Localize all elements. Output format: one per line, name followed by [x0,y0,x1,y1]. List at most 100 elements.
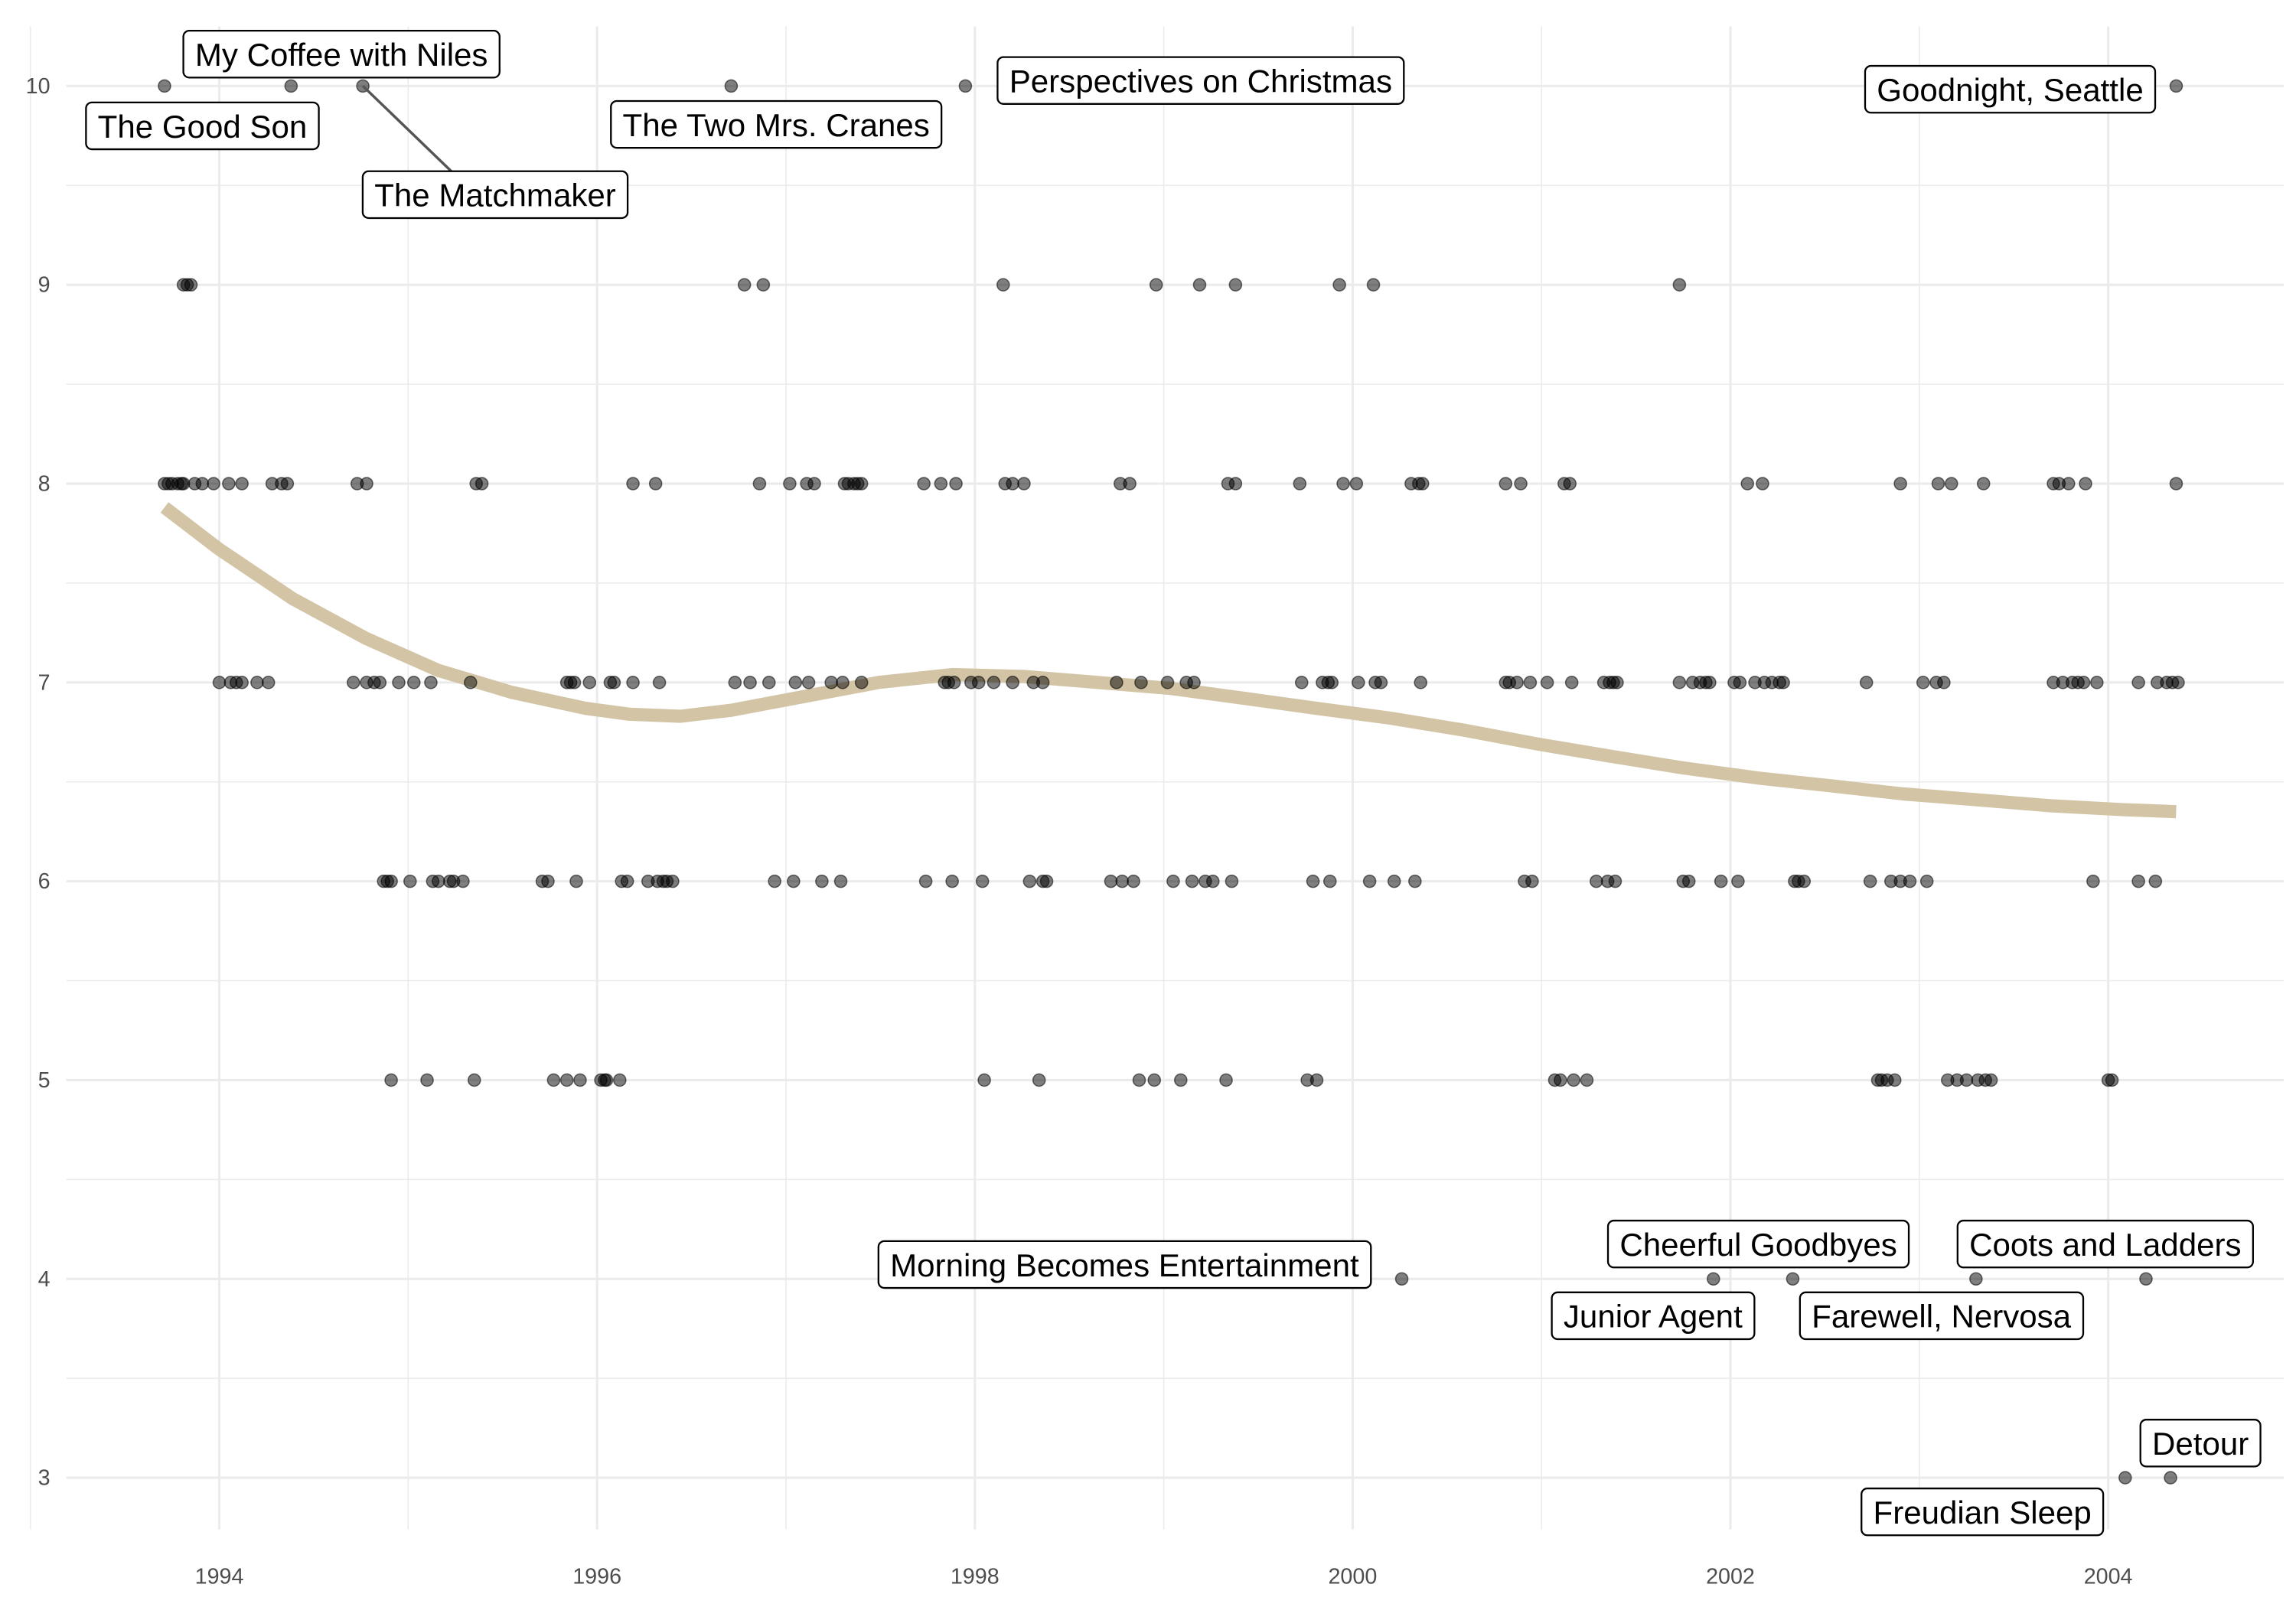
data-point [947,676,961,689]
data-point [1681,874,1696,888]
data-point [996,278,1010,292]
data-point [250,676,264,689]
data-point [626,676,640,689]
annotation-box [1606,1219,1910,1269]
annotation-label: The Good Son [98,109,308,145]
data-point [1185,874,1199,888]
data-point [463,676,478,689]
data-point [1132,1073,1146,1087]
data-point [1374,676,1388,689]
annotation-box [2139,1419,2262,1468]
data-point [1192,278,1207,292]
data-point [475,477,489,491]
data-point [1740,477,1755,491]
data-point [1567,1073,1580,1087]
data-point [1672,676,1687,689]
data-point [958,79,973,93]
data-point [1306,874,1320,888]
annotation-label: Coots and Ladders [1969,1227,2241,1263]
data-point [918,874,933,888]
data-point [1931,477,1945,491]
data-point [743,676,757,689]
data-point [2105,1073,2119,1087]
data-point [541,874,555,888]
data-point [1294,676,1309,689]
annotation-label: Junior Agent [1564,1299,1743,1335]
annotation-box [1956,1219,2254,1269]
data-point [1110,676,1124,689]
x-tick-label: 1994 [195,1564,244,1589]
data-point [1039,874,1054,888]
data-point [1919,874,1934,888]
data-point [1160,676,1175,689]
data-point [1499,477,1513,491]
data-point [2148,874,2163,888]
annotation-box [1799,1291,2085,1341]
data-point [2169,477,2183,491]
data-point [599,1073,614,1087]
data-point [854,676,869,689]
x-tick-label: 1998 [951,1564,1000,1589]
data-point [1166,874,1180,888]
data-point [280,477,295,491]
data-point [559,1073,574,1087]
annotation-box [85,101,320,151]
data-point [582,676,597,689]
data-point [420,1073,434,1087]
axes: 1994 1996 1998 2000 2002 2004 3 4 5 6 7 8 9 10 [26,74,2133,1589]
data-point [1589,874,1603,888]
data-point [403,874,417,888]
data-point [666,874,680,888]
data-point [1032,1073,1046,1087]
data-point [1017,477,1031,491]
annotation-label: The Two Mrs. Cranes [623,107,930,143]
data-point [1984,1073,1998,1087]
data-point [1147,1073,1162,1087]
data-point [1580,1073,1594,1087]
data-point [1351,676,1365,689]
data-point [1714,874,1728,888]
points-layer [158,79,2185,1485]
data-point [854,477,869,491]
data-point [1733,676,1747,689]
data-point [1414,676,1428,689]
data-point [1859,676,1874,689]
data-point [977,1073,991,1087]
data-point [1123,477,1137,491]
data-point [2164,1471,2177,1485]
data-point [1362,874,1377,888]
annotation-box [1864,64,2157,114]
data-point [1336,477,1350,491]
data-point [1703,676,1717,689]
data-point [756,278,771,292]
data-point [2090,676,2104,689]
data-point [1104,874,1118,888]
data-point [1006,477,1019,491]
y-tick-label: 10 [26,74,51,99]
data-point [406,676,421,689]
annotation-label: Goodnight, Seattle [1877,72,2143,108]
data-point [1776,676,1790,689]
data-point [949,477,963,491]
data-point [1786,1272,1800,1286]
annotation-box [361,170,629,220]
annotation-label: Freudian Sleep [1874,1495,2092,1530]
data-point [235,477,249,491]
data-point [1309,1073,1324,1087]
data-point [432,874,445,888]
annotation-box [1551,1291,1756,1341]
data-point [2061,477,2076,491]
y-tick-label: 6 [38,869,51,894]
data-point [2079,477,2092,491]
data-point [2131,676,2145,689]
data-point [1035,676,1050,689]
data-point [1706,1272,1720,1286]
y-tick-label: 8 [38,472,51,497]
data-point [917,477,931,491]
data-point [971,676,986,689]
data-point [346,676,360,689]
annotation-label: Cheerful Goodbyes [1619,1227,1896,1263]
data-point [384,874,398,888]
annotation-box [610,99,943,149]
